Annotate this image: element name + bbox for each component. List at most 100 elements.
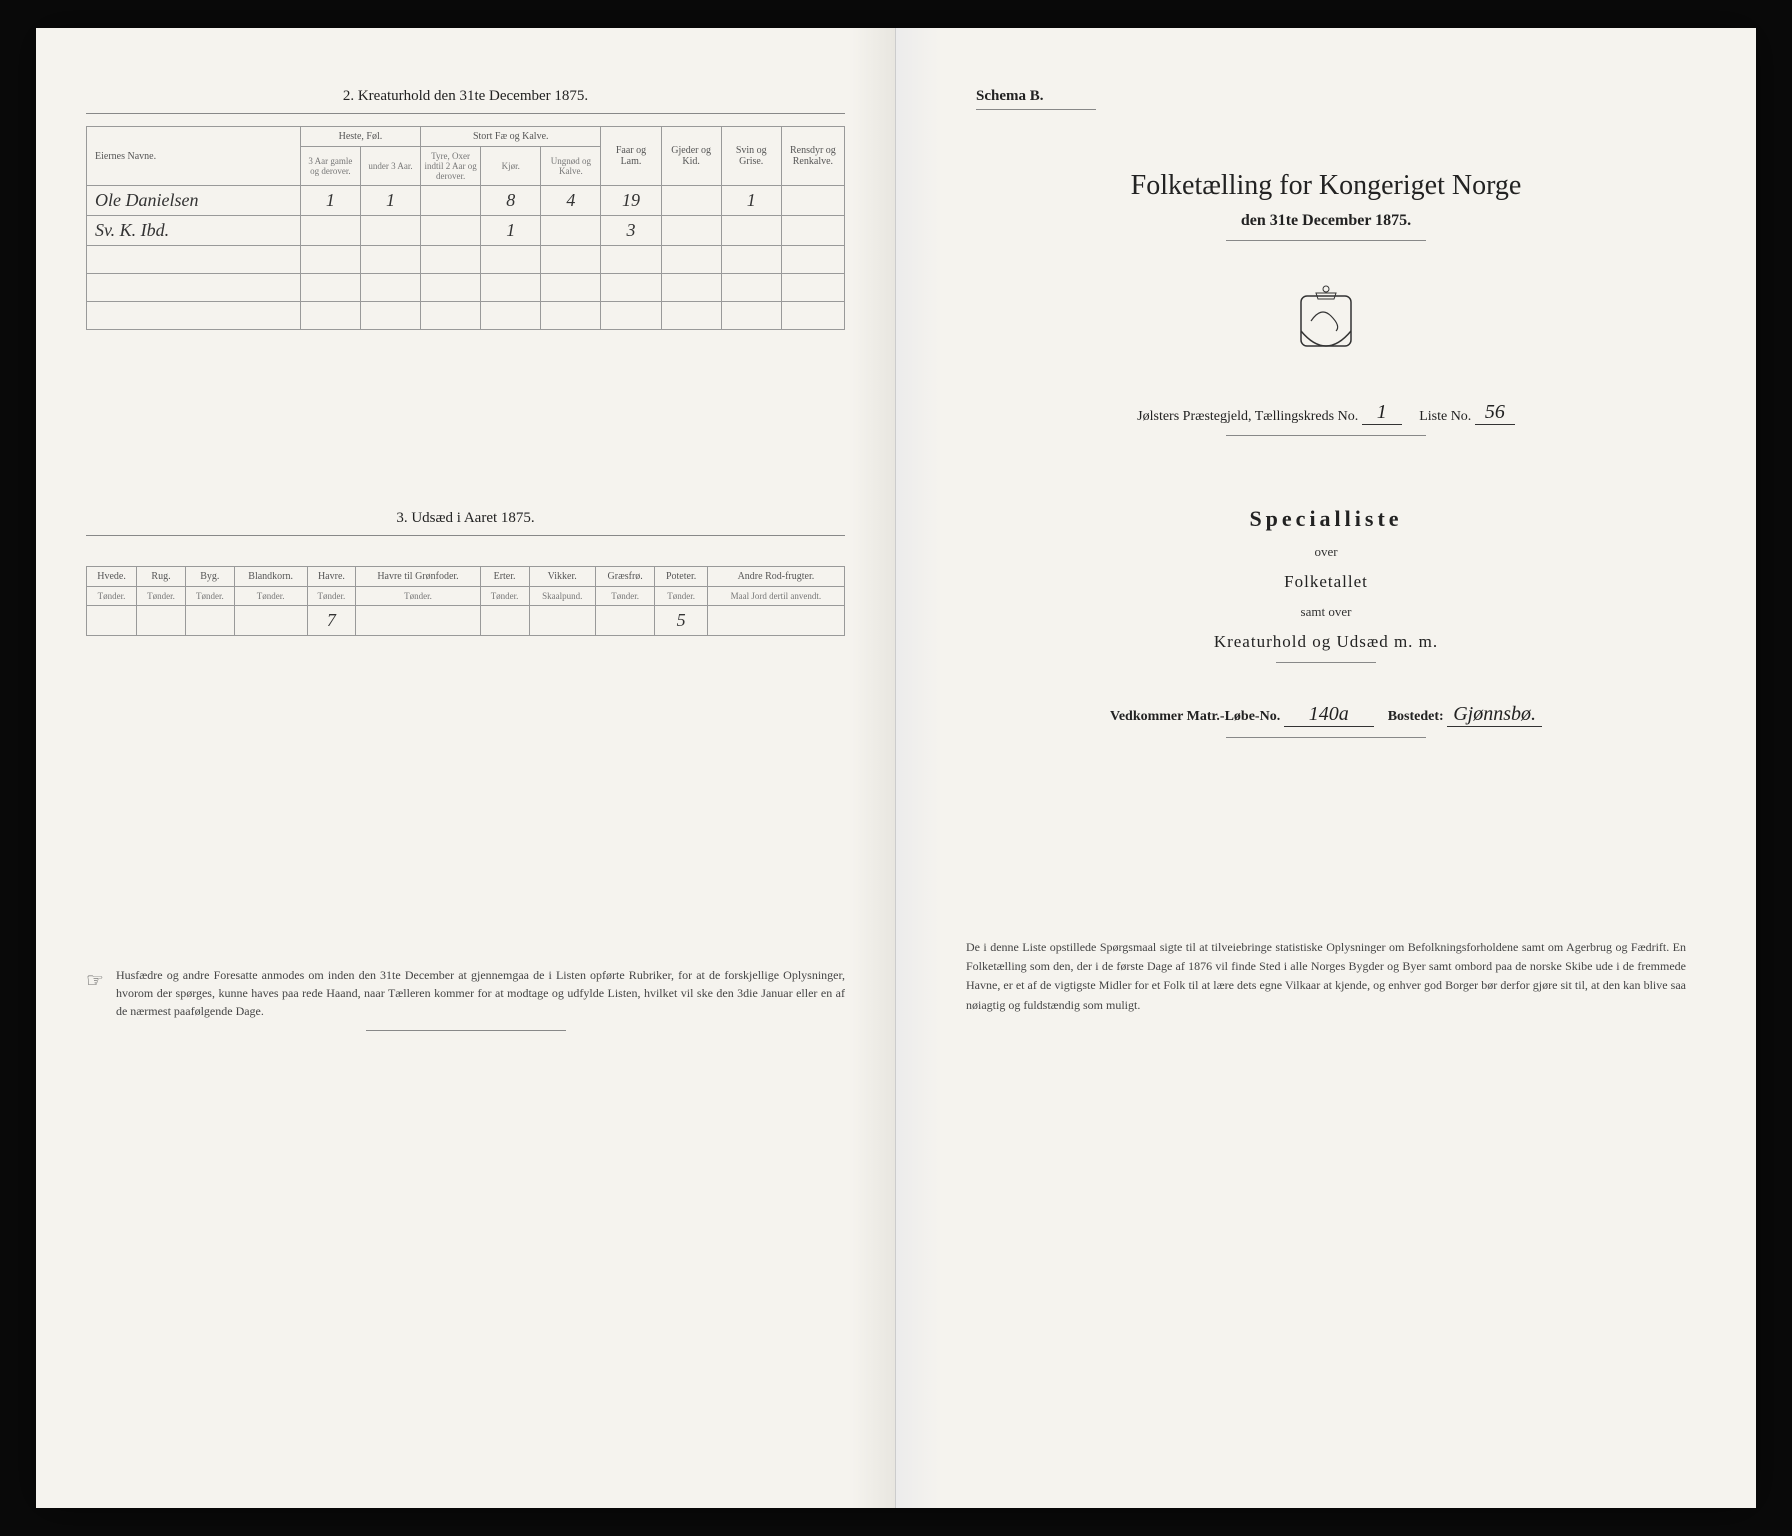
special-title: Specialliste <box>946 506 1706 532</box>
th: Andre Rod-frugter. <box>707 567 844 587</box>
over-label: over <box>946 544 1706 560</box>
cell <box>721 216 781 246</box>
th-sub: Tønder. <box>356 587 480 606</box>
main-title: Folketælling for Kongeriget Norge <box>946 170 1706 202</box>
kreds-no: 1 <box>1362 401 1402 425</box>
right-page: Schema B. Folketælling for Kongeriget No… <box>896 28 1756 1508</box>
pointing-hand-icon: ☞ <box>86 966 104 1020</box>
cell <box>480 606 529 636</box>
th-sub: Tønder. <box>87 587 137 606</box>
coat-of-arms-icon <box>1291 281 1361 361</box>
th: Vikker. <box>529 567 595 587</box>
matr-no: 140a <box>1284 703 1374 727</box>
cell-eier: Sv. K. Ibd. <box>87 216 301 246</box>
document-spread: 2. Kreaturhold den 31te December 1875. E… <box>36 28 1756 1508</box>
cell <box>707 606 844 636</box>
th: Poteter. <box>655 567 707 587</box>
rule <box>976 109 1096 110</box>
cell <box>421 186 481 216</box>
cell <box>185 606 234 636</box>
cell: 19 <box>601 186 661 216</box>
parish-label: Jølsters Præstegjeld, Tællingskreds No. <box>1137 409 1358 424</box>
table-row: Ole Danielsen 1 1 8 4 19 1 <box>87 186 845 216</box>
matr-line: Vedkommer Matr.-Løbe-No. 140a Bostedet: … <box>946 703 1706 727</box>
th: Blandkorn. <box>234 567 307 587</box>
th: Rug. <box>137 567 186 587</box>
cell <box>360 216 420 246</box>
th-s2: Kjør. <box>481 147 541 186</box>
th-eier: Eiernes Navne. <box>87 127 301 186</box>
table-row-empty <box>87 302 845 330</box>
folketallet-label: Folketallet <box>946 572 1706 592</box>
table-row-empty <box>87 246 845 274</box>
bosted-value: Gjønnsbø. <box>1447 703 1542 727</box>
th-stort: Stort Fæ og Kalve. <box>421 127 601 147</box>
section2-title: 2. Kreaturhold den 31te December 1875. <box>86 88 845 105</box>
th-sub: Maal Jord dertil anvendt. <box>707 587 844 606</box>
cell: 1 <box>481 216 541 246</box>
cell <box>781 216 844 246</box>
matr-label: Vedkommer Matr.-Løbe-No. <box>1110 709 1280 724</box>
left-footnote: ☞ Husfædre og andre Foresatte anmodes om… <box>86 966 845 1020</box>
schema-label: Schema B. <box>976 88 1706 105</box>
samt-label: samt over <box>946 604 1706 620</box>
section3-title: 3. Udsæd i Aaret 1875. <box>86 510 845 527</box>
footnote-text: Husfædre og andre Foresatte anmodes om i… <box>116 966 845 1020</box>
th-h1: 3 Aar gamle og derover. <box>300 147 360 186</box>
th-sub: Tønder. <box>185 587 234 606</box>
th: Havre til Grønfoder. <box>356 567 480 587</box>
cell <box>421 216 481 246</box>
table-row: Sv. K. Ibd. 1 3 <box>87 216 845 246</box>
kreatur-label: Kreaturhold og Udsæd m. m. <box>946 632 1706 652</box>
rule-short <box>1276 662 1376 663</box>
cell: 8 <box>481 186 541 216</box>
cell: 1 <box>300 186 360 216</box>
th-sub: Tønder. <box>307 587 356 606</box>
th-svin: Svin og Grise. <box>721 127 781 186</box>
rule <box>86 535 845 536</box>
th: Hvede. <box>87 567 137 587</box>
liste-label: Liste No. <box>1419 409 1471 424</box>
cell: 4 <box>541 186 601 216</box>
cell <box>137 606 186 636</box>
th-heste: Heste, Føl. <box>300 127 420 147</box>
cell: 1 <box>360 186 420 216</box>
cell <box>541 216 601 246</box>
th-sub: Tønder. <box>480 587 529 606</box>
cell <box>356 606 480 636</box>
rule-short <box>1226 737 1426 738</box>
rule <box>86 113 845 114</box>
rule-short <box>1226 435 1426 436</box>
rule-short <box>366 1030 566 1031</box>
liste-no: 56 <box>1475 401 1515 425</box>
cell <box>87 606 137 636</box>
th-ren: Rensdyr og Renkalve. <box>781 127 844 186</box>
cell <box>661 216 721 246</box>
th: Erter. <box>480 567 529 587</box>
cell: 1 <box>721 186 781 216</box>
th-gjeder: Gjeder og Kid. <box>661 127 721 186</box>
cell-eier: Ole Danielsen <box>87 186 301 216</box>
cell <box>529 606 595 636</box>
th-s1: Tyre, Oxer indtil 2 Aar og derover. <box>421 147 481 186</box>
sub-title: den 31te December 1875. <box>946 212 1706 230</box>
cell <box>781 186 844 216</box>
rule-short <box>1226 240 1426 241</box>
cell: 7 <box>307 606 356 636</box>
cell <box>300 216 360 246</box>
th-h2: under 3 Aar. <box>360 147 420 186</box>
bottom-paragraph: De i denne Liste opstillede Spørgsmaal s… <box>946 938 1706 1015</box>
th-sub: Tønder. <box>655 587 707 606</box>
cell <box>595 606 654 636</box>
th-sub: Tønder. <box>137 587 186 606</box>
cell <box>234 606 307 636</box>
th-sub: Tønder. <box>595 587 654 606</box>
kreatur-table: Eiernes Navne. Heste, Føl. Stort Fæ og K… <box>86 126 845 330</box>
cell <box>661 186 721 216</box>
table-row-empty <box>87 274 845 302</box>
th-sub: Tønder. <box>234 587 307 606</box>
th-faar: Faar og Lam. <box>601 127 661 186</box>
cell: 5 <box>655 606 707 636</box>
cell: 3 <box>601 216 661 246</box>
th: Byg. <box>185 567 234 587</box>
